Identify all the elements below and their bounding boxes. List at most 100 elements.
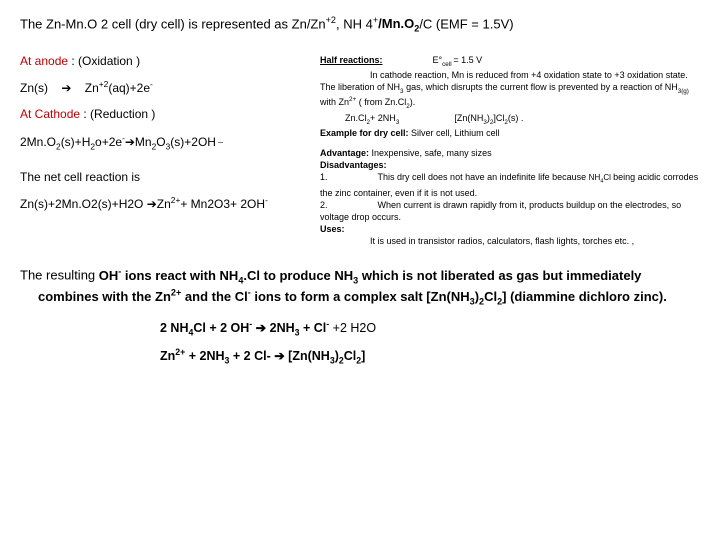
resulting-paragraph: The resulting OH- ions react with NH4.Cl… — [20, 265, 700, 308]
ae3: +2 — [99, 79, 109, 89]
t2: +2 — [326, 15, 336, 25]
example-line: Example for dry cell: Silver cell, Lithi… — [320, 127, 700, 139]
cathode-red: At Cathode — [20, 107, 83, 121]
t5: /Mn.O — [378, 16, 414, 31]
l2f: (s) . — [508, 113, 524, 123]
t3: , NH 4 — [336, 16, 373, 31]
uses-lbl: Uses: — [320, 224, 345, 234]
ce11: (s)+2OH — [170, 135, 216, 149]
ae2: Zn — [85, 81, 99, 95]
r1d: ( from Zn.Cl — [356, 97, 406, 107]
b1p3: Cl + 2 OH — [193, 321, 249, 335]
d2n: 2. — [320, 200, 328, 210]
pp9: 2+ — [171, 288, 181, 298]
ae-arrow: ➔ — [61, 81, 71, 95]
l2e: ]Cl — [493, 113, 504, 123]
two-column: At anode : (Oxidation ) Zn(s) ➔ Zn+2(aq)… — [20, 54, 700, 248]
half-reactions-row: Half reactions: E°cell = 1.5 V — [320, 54, 700, 69]
l2b3: 3 — [396, 119, 400, 126]
d1b: NH — [589, 173, 601, 182]
d1c: Cl — [603, 173, 613, 182]
hr-label: Half reactions: — [320, 55, 383, 65]
net-label: The net cell reaction is — [20, 170, 290, 186]
cathode-black: : (Reduction ) — [83, 107, 155, 121]
pp10: and the Cl — [181, 289, 247, 304]
bottom-eq-1: 2 NH4Cl + 2 OH- ➔ 2NH3 + Cl- +2 H2O — [160, 317, 700, 340]
b1arrow: ➔ — [252, 321, 269, 335]
b2p6: [Zn(NH — [288, 349, 330, 363]
left-column: At anode : (Oxidation ) Zn(s) ➔ Zn+2(aq)… — [20, 54, 290, 248]
e-label: E° — [433, 55, 443, 65]
ne5: - — [265, 195, 268, 205]
ce5: o+2e — [95, 135, 122, 149]
b2p1: Zn — [160, 349, 175, 363]
cathode-label: At Cathode : (Reduction ) — [20, 107, 290, 123]
anode-label: At anode : (Oxidation ) — [20, 54, 290, 70]
r1c: with Zn — [320, 97, 349, 107]
b1p9: +2 H2O — [329, 321, 376, 335]
ex-val: Silver cell, Lithium cell — [411, 128, 500, 138]
r1e: ). — [410, 97, 416, 107]
d1a: This dry cell does not have an indefinit… — [378, 172, 589, 182]
cathode-text: In cathode reaction, Mn is reduced from … — [320, 69, 700, 112]
ne2: Zn — [157, 197, 171, 211]
t7: /C (EMF = 1.5V) — [419, 16, 513, 31]
pp18: ] (diammine dichloro zinc). — [502, 289, 667, 304]
dis-label: Disadvantages: — [320, 160, 387, 170]
ae5: - — [150, 79, 153, 89]
pp2: OH — [99, 268, 119, 283]
pp12: ions to form a complex salt [Zn(NH — [251, 289, 470, 304]
adv-label: Advantage: — [320, 148, 372, 158]
ae1: Zn(s) — [20, 81, 48, 95]
ex-label: Example for dry cell: — [320, 128, 411, 138]
bottom-eq-2: Zn2+ + 2NH3 + 2 Cl- ➔ [Zn(NH3)2Cl2] — [160, 345, 700, 368]
ne3: 2+ — [171, 195, 181, 205]
ce7: Mn — [135, 135, 152, 149]
t1: The Zn-Mn.O 2 cell (dry cell) is represe… — [20, 16, 326, 31]
l2a: Zn.Cl — [345, 113, 367, 123]
e-val: = 1.5 V — [453, 55, 482, 65]
e-sub: cell — [442, 61, 453, 68]
ne1: Zn(s)+2Mn.O2(s)+H2O — [20, 197, 147, 211]
b2p3: + 2NH — [185, 349, 224, 363]
pp6: .Cl to produce NH — [243, 268, 353, 283]
uses-val: It is used in transistor radios, calcula… — [370, 236, 634, 246]
pp4: ions react with NH — [121, 268, 238, 283]
r1b3: 3(g) — [678, 88, 689, 95]
pp1: The resulting — [20, 268, 99, 283]
anode-equation: Zn(s) ➔ Zn+2(aq)+2e- — [20, 79, 290, 97]
anode-black: : (Oxidation ) — [71, 54, 140, 68]
b2p5: + 2 Cl- — [229, 349, 274, 363]
b2arrow: ➔ — [274, 349, 288, 363]
anode-red: At anode — [20, 54, 71, 68]
disadvantage-label: Disadvantages: — [320, 159, 700, 171]
b2p12: ] — [361, 349, 365, 363]
b1p1: 2 NH — [160, 321, 188, 335]
l2b: + 2NH — [370, 113, 396, 123]
r1b: gas, which disrupts the current flow is … — [404, 82, 678, 92]
adv-val: Inexpensive, safe, many sizes — [372, 148, 492, 158]
b2p2: 2+ — [175, 347, 185, 357]
uses-text: It is used in transistor radios, calcula… — [320, 235, 700, 247]
advantage-line: Advantage: Inexpensive, safe, many sizes — [320, 147, 700, 159]
zn-reaction-line: Zn.Cl2+ 2NH3 [Zn(NH3)2]Cl2(s) . — [320, 112, 700, 127]
uses-label: Uses: — [320, 223, 700, 235]
d2: When current is drawn rapidly from it, p… — [320, 200, 681, 222]
ce12: _ — [216, 133, 223, 143]
ce1: 2Mn.O — [20, 135, 56, 149]
b1p5: 2NH — [270, 321, 295, 335]
bottom-equations: 2 NH4Cl + 2 OH- ➔ 2NH3 + Cl- +2 H2O Zn2+… — [20, 317, 700, 368]
b1p7: + Cl — [300, 321, 327, 335]
cathode-equation: 2Mn.O2(s)+H2o+2e-➔Mn2O3(s)+2OH _ — [20, 133, 290, 152]
disadvantage-1: 1. This dry cell does not have an indefi… — [320, 171, 700, 198]
page-title: The Zn-Mn.O 2 cell (dry cell) is represe… — [20, 15, 700, 36]
ae4: (aq)+2e — [108, 81, 150, 95]
pp16: Cl — [484, 289, 497, 304]
l2c: [Zn(NH — [454, 113, 483, 123]
ce3: (s)+H — [61, 135, 91, 149]
net-equation: Zn(s)+2Mn.O2(s)+H2O ➔Zn2++ Mn2O3+ 2OH- — [20, 195, 290, 213]
b2p10: Cl — [344, 349, 357, 363]
disadvantage-2: 2. When current is drawn rapidly from it… — [320, 199, 700, 223]
ce-arrow: ➔ — [125, 135, 135, 149]
right-column: Half reactions: E°cell = 1.5 V In cathod… — [320, 54, 700, 248]
